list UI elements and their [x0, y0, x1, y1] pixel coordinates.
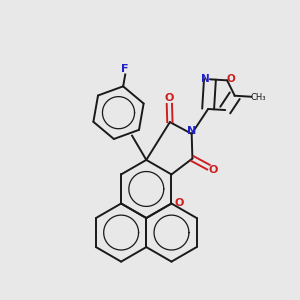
Text: O: O: [227, 74, 236, 84]
Text: O: O: [174, 199, 183, 208]
Text: N: N: [187, 125, 196, 136]
Text: O: O: [209, 165, 218, 175]
Text: O: O: [164, 93, 174, 103]
Text: N: N: [201, 74, 209, 84]
Text: F: F: [122, 64, 129, 74]
Text: CH₃: CH₃: [251, 93, 266, 102]
